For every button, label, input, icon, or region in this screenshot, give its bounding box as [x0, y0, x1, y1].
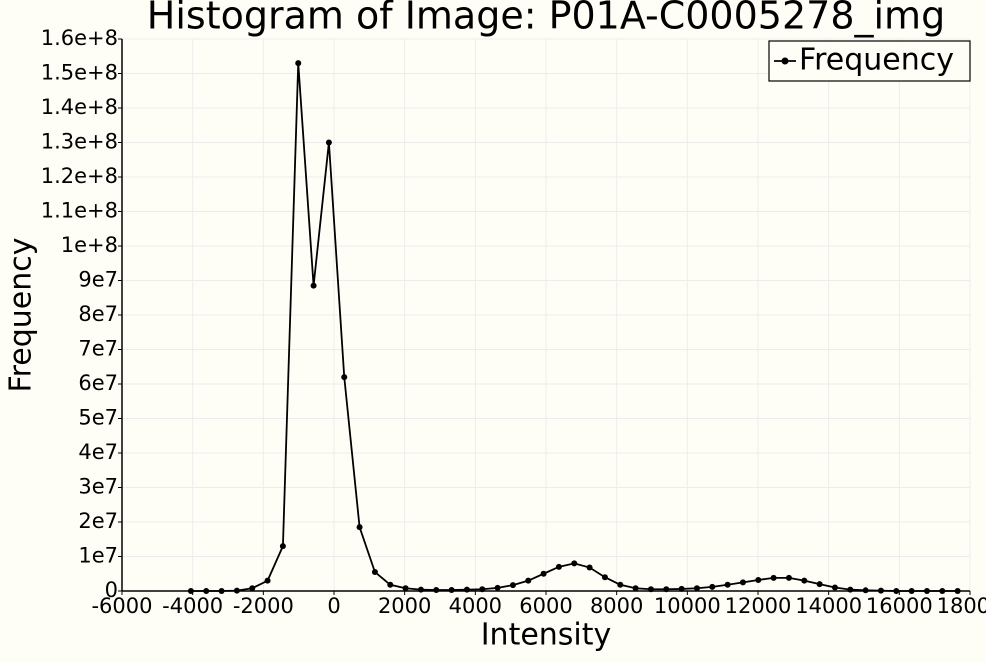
- y-tick-label: 2e7: [78, 509, 118, 533]
- y-tick-label: 6e7: [78, 371, 118, 395]
- x-tick-label: -4000: [162, 594, 223, 618]
- x-tick-label: 10000: [654, 594, 721, 618]
- data-point: [249, 585, 256, 592]
- legend-box: [768, 40, 971, 82]
- x-tick-label: 18000: [937, 594, 986, 618]
- data-point: [264, 577, 271, 584]
- data-point: [509, 582, 516, 589]
- data-point: [739, 579, 746, 586]
- data-point: [325, 139, 332, 146]
- data-point: [555, 563, 562, 570]
- y-tick-label: 1.6e+8: [41, 26, 118, 50]
- legend-marker: [781, 57, 789, 65]
- x-tick-label: 2000: [378, 594, 431, 618]
- y-tick-label: 3e7: [78, 475, 118, 499]
- data-point: [693, 585, 700, 592]
- data-point: [479, 586, 486, 593]
- x-tick-label: 14000: [795, 594, 862, 618]
- data-point: [433, 586, 440, 593]
- data-point: [586, 564, 593, 571]
- data-point: [463, 586, 470, 593]
- chart-title: Histogram of Image: P01A-C0005278_img: [147, 0, 945, 38]
- y-tick-label: 1.3e+8: [41, 130, 118, 154]
- y-tick-label: 1e+8: [61, 233, 118, 257]
- data-point: [571, 560, 578, 567]
- data-point: [310, 282, 317, 289]
- data-point: [448, 586, 455, 593]
- data-point: [417, 586, 424, 593]
- y-tick-label: 9e7: [78, 268, 118, 292]
- y-tick-label: 5e7: [78, 406, 118, 430]
- data-point: [233, 587, 240, 594]
- data-point: [632, 585, 639, 592]
- data-point: [831, 584, 838, 591]
- data-point: [785, 574, 792, 581]
- data-point: [908, 588, 915, 594]
- y-tick-label: 1.4e+8: [41, 95, 118, 119]
- data-point: [279, 543, 286, 550]
- data-point: [724, 581, 731, 588]
- data-point: [387, 581, 394, 588]
- data-point: [540, 570, 547, 577]
- x-tick-label: 8000: [590, 594, 643, 618]
- data-point: [356, 524, 363, 531]
- y-tick-label: 1.1e+8: [41, 199, 118, 223]
- data-point: [203, 588, 210, 594]
- x-tick-label: -6000: [91, 594, 152, 618]
- data-point: [601, 574, 608, 581]
- data-point: [862, 587, 869, 594]
- data-point: [939, 588, 946, 594]
- data-point: [755, 576, 762, 583]
- data-point: [678, 585, 685, 592]
- y-tick-label: 1.5e+8: [41, 61, 118, 85]
- data-point: [371, 569, 378, 576]
- x-tick-label: 0: [327, 594, 340, 618]
- data-point: [647, 586, 654, 593]
- x-tick-label: 6000: [519, 594, 572, 618]
- x-tick-label: 12000: [725, 594, 792, 618]
- data-point: [663, 586, 670, 593]
- data-point: [187, 588, 194, 594]
- y-axis-title: Frequency: [4, 238, 39, 393]
- x-tick-label: 16000: [866, 594, 933, 618]
- data-point: [494, 584, 501, 591]
- data-point: [295, 60, 302, 67]
- y-tick-label: 7e7: [78, 337, 118, 361]
- data-point: [341, 374, 348, 381]
- data-point: [218, 588, 225, 594]
- data-point: [816, 581, 823, 588]
- data-point: [893, 588, 900, 594]
- y-tick-label: 4e7: [78, 440, 118, 464]
- legend-label: Frequency: [799, 43, 954, 78]
- data-point: [954, 588, 961, 594]
- data-point: [801, 577, 808, 584]
- data-point: [770, 574, 777, 581]
- y-tick-label: 1.2e+8: [41, 164, 118, 188]
- x-tick-label: 4000: [449, 594, 502, 618]
- x-tick-label: -2000: [233, 594, 294, 618]
- data-point: [847, 586, 854, 593]
- x-axis-title: Intensity: [481, 618, 612, 653]
- data-point: [923, 588, 930, 594]
- y-tick-label: 1e7: [78, 544, 118, 568]
- y-tick-label: 8e7: [78, 302, 118, 326]
- data-point: [525, 577, 532, 584]
- y-tick-label: 0: [105, 578, 118, 602]
- data-point: [709, 583, 716, 590]
- data-point: [877, 587, 884, 594]
- data-point: [402, 585, 409, 592]
- data-point: [617, 581, 624, 588]
